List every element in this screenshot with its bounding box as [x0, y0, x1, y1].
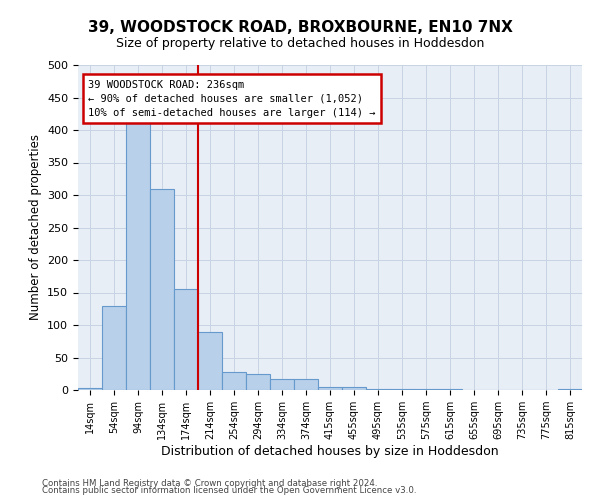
Bar [246, 374, 270, 390]
Bar [294, 379, 318, 390]
Bar [222, 372, 246, 390]
Bar [318, 387, 342, 390]
Text: 39 WOODSTOCK ROAD: 236sqm
← 90% of detached houses are smaller (1,052)
10% of se: 39 WOODSTOCK ROAD: 236sqm ← 90% of detac… [88, 80, 376, 118]
Text: 39, WOODSTOCK ROAD, BROXBOURNE, EN10 7NX: 39, WOODSTOCK ROAD, BROXBOURNE, EN10 7NX [88, 20, 512, 35]
Bar [78, 388, 102, 390]
Text: Contains public sector information licensed under the Open Government Licence v3: Contains public sector information licen… [42, 486, 416, 495]
X-axis label: Distribution of detached houses by size in Hoddesdon: Distribution of detached houses by size … [161, 445, 499, 458]
Bar [270, 379, 294, 390]
Text: Contains HM Land Registry data © Crown copyright and database right 2024.: Contains HM Land Registry data © Crown c… [42, 478, 377, 488]
Bar [198, 332, 222, 390]
Bar [390, 388, 414, 390]
Bar [102, 306, 126, 390]
Bar [174, 289, 198, 390]
Bar [150, 188, 174, 390]
Bar [126, 120, 150, 390]
Y-axis label: Number of detached properties: Number of detached properties [29, 134, 41, 320]
Bar [366, 388, 390, 390]
Text: Size of property relative to detached houses in Hoddesdon: Size of property relative to detached ho… [116, 38, 484, 51]
Bar [342, 387, 366, 390]
